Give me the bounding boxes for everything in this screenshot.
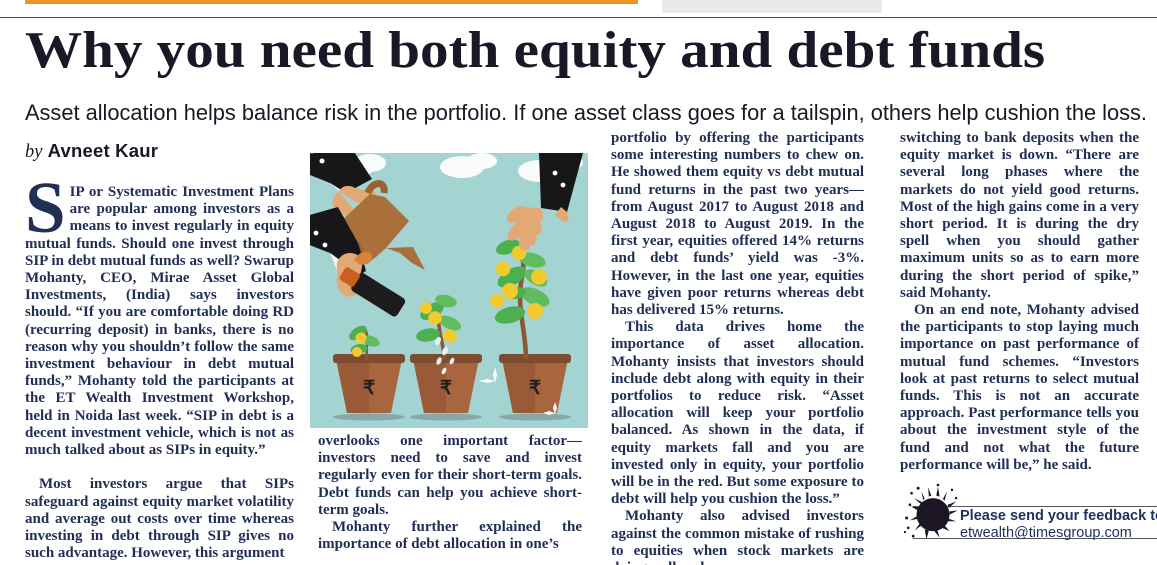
svg-text:₹: ₹: [529, 378, 541, 399]
svg-text:₹: ₹: [440, 378, 452, 399]
svg-text:₹: ₹: [363, 378, 375, 399]
